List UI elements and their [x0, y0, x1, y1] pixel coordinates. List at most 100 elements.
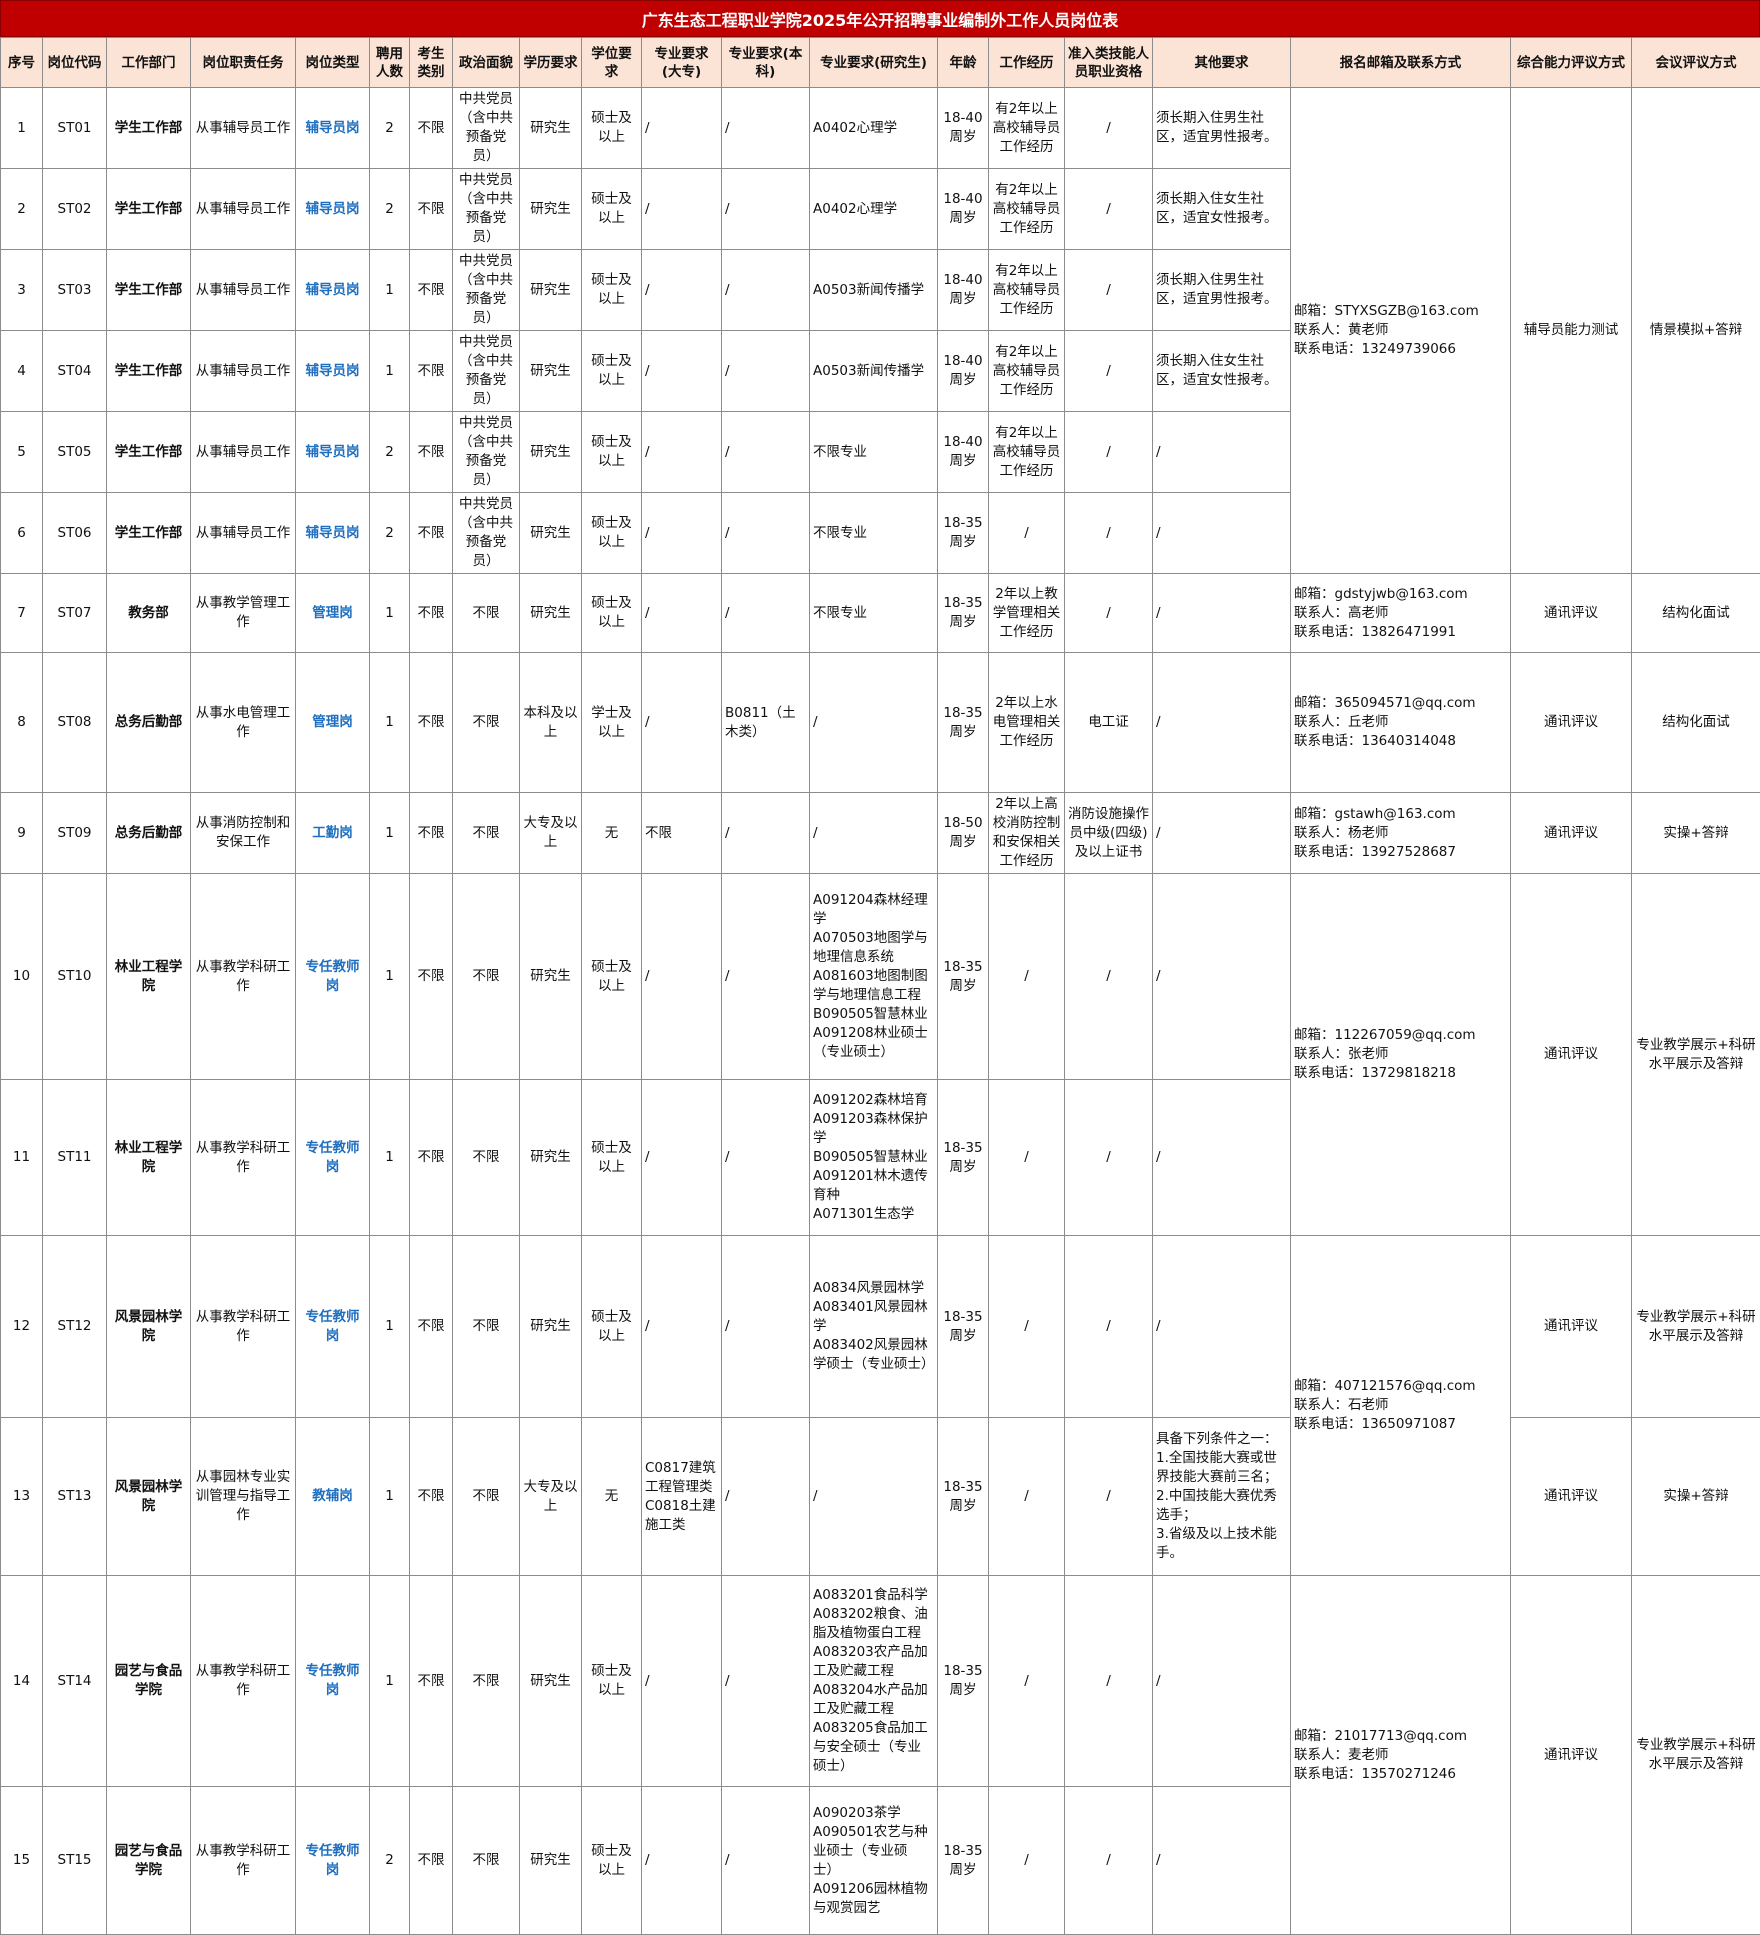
cell-seq: 15 — [1, 1787, 43, 1935]
header-category: 考生类别 — [410, 38, 453, 88]
cell-major-college: / — [642, 493, 722, 574]
cell-contact: 邮箱：gstawh@163.com 联系人：杨老师 联系电话：139275286… — [1291, 793, 1511, 874]
cell-seq: 8 — [1, 653, 43, 793]
cell-age: 18-40周岁 — [938, 331, 989, 412]
cell-dept: 园艺与食品学院 — [107, 1787, 191, 1935]
cell-major-college: / — [642, 331, 722, 412]
cell-assess: 通讯评议 — [1511, 1576, 1632, 1935]
cell-experience: 2年以上水电管理相关工作经历 — [989, 653, 1065, 793]
cell-political: 中共党员（含中共预备党员） — [453, 412, 520, 493]
cell-major-bachelor: / — [722, 1236, 810, 1418]
cell-category: 不限 — [410, 1236, 453, 1418]
cell-age: 18-40周岁 — [938, 88, 989, 169]
cell-education: 大专及以上 — [520, 793, 582, 874]
cell-major-grad: A090203茶学 A090501农艺与种业硕士（专业硕士） A091206园林… — [810, 1787, 938, 1935]
cell-degree: 硕士及以上 — [582, 874, 642, 1080]
cell-other: / — [1153, 1236, 1291, 1418]
cell-age: 18-40周岁 — [938, 250, 989, 331]
cell-seq: 12 — [1, 1236, 43, 1418]
cell-dept: 学生工作部 — [107, 493, 191, 574]
cell-degree: 硕士及以上 — [582, 574, 642, 653]
cell-seq: 9 — [1, 793, 43, 874]
cell-type: 专任教师岗 — [296, 1787, 370, 1935]
cell-education: 研究生 — [520, 1080, 582, 1236]
cell-other: / — [1153, 874, 1291, 1080]
cell-code: ST11 — [43, 1080, 107, 1236]
header-education: 学历要求 — [520, 38, 582, 88]
cell-degree: 硕士及以上 — [582, 412, 642, 493]
cell-contact: 邮箱：gdstyjwb@163.com 联系人：高老师 联系电话：1382647… — [1291, 574, 1511, 653]
cell-age: 18-35周岁 — [938, 874, 989, 1080]
cell-code: ST06 — [43, 493, 107, 574]
cell-political: 不限 — [453, 574, 520, 653]
cell-major-college: / — [642, 1576, 722, 1787]
cell-major-grad: A0503新闻传播学 — [810, 250, 938, 331]
header-code: 岗位代码 — [43, 38, 107, 88]
header-type: 岗位类型 — [296, 38, 370, 88]
cell-duty: 从事教学科研工作 — [191, 1080, 296, 1236]
cell-dept: 园艺与食品学院 — [107, 1576, 191, 1787]
cell-other: 具备下列条件之一： 1.全国技能大赛或世界技能大赛前三名； 2.中国技能大赛优秀… — [1153, 1418, 1291, 1576]
cell-count: 2 — [370, 1787, 410, 1935]
cell-major-college: / — [642, 1787, 722, 1935]
cell-degree: 硕士及以上 — [582, 1787, 642, 1935]
cell-count: 1 — [370, 574, 410, 653]
cell-experience: 有2年以上高校辅导员工作经历 — [989, 331, 1065, 412]
cell-other: / — [1153, 1787, 1291, 1935]
cell-meeting: 结构化面试 — [1632, 574, 1760, 653]
cell-type: 辅导员岗 — [296, 250, 370, 331]
cell-type: 专任教师岗 — [296, 1236, 370, 1418]
cell-category: 不限 — [410, 1418, 453, 1576]
cell-degree: 硕士及以上 — [582, 331, 642, 412]
cell-count: 2 — [370, 88, 410, 169]
cell-education: 本科及以上 — [520, 653, 582, 793]
cell-code: ST03 — [43, 250, 107, 331]
cell-count: 2 — [370, 169, 410, 250]
cell-dept: 林业工程学院 — [107, 1080, 191, 1236]
cell-major-grad: A091204森林经理学 A070503地图学与地理信息系统 A081603地图… — [810, 874, 938, 1080]
cell-count: 1 — [370, 331, 410, 412]
cell-qualification: / — [1065, 1576, 1153, 1787]
cell-major-grad: A091202森林培育 A091203森林保护学 B090505智慧林业 A09… — [810, 1080, 938, 1236]
cell-code: ST08 — [43, 653, 107, 793]
cell-duty: 从事辅导员工作 — [191, 331, 296, 412]
positions-table: 序号 岗位代码 工作部门 岗位职责任务 岗位类型 聘用人数 考生类别 政治面貌 … — [0, 37, 1760, 1935]
cell-experience: / — [989, 1236, 1065, 1418]
cell-dept: 风景园林学院 — [107, 1418, 191, 1576]
cell-experience: 有2年以上高校辅导员工作经历 — [989, 169, 1065, 250]
cell-major-grad: 不限专业 — [810, 412, 938, 493]
cell-education: 研究生 — [520, 493, 582, 574]
cell-type: 管理岗 — [296, 653, 370, 793]
cell-code: ST05 — [43, 412, 107, 493]
cell-count: 1 — [370, 1576, 410, 1787]
cell-major-college: / — [642, 250, 722, 331]
cell-category: 不限 — [410, 88, 453, 169]
cell-political: 中共党员（含中共预备党员） — [453, 169, 520, 250]
cell-age: 18-40周岁 — [938, 169, 989, 250]
cell-major-grad: A0402心理学 — [810, 88, 938, 169]
cell-type: 辅导员岗 — [296, 331, 370, 412]
cell-major-bachelor: / — [722, 412, 810, 493]
cell-duty: 从事辅导员工作 — [191, 493, 296, 574]
cell-seq: 6 — [1, 493, 43, 574]
cell-duty: 从事水电管理工作 — [191, 653, 296, 793]
cell-category: 不限 — [410, 1576, 453, 1787]
cell-category: 不限 — [410, 1080, 453, 1236]
cell-duty: 从事辅导员工作 — [191, 169, 296, 250]
cell-assess: 辅导员能力测试 — [1511, 88, 1632, 574]
cell-education: 研究生 — [520, 250, 582, 331]
cell-education: 研究生 — [520, 574, 582, 653]
cell-count: 1 — [370, 874, 410, 1080]
cell-political: 不限 — [453, 1576, 520, 1787]
cell-code: ST04 — [43, 331, 107, 412]
cell-category: 不限 — [410, 169, 453, 250]
cell-qualification: / — [1065, 1236, 1153, 1418]
cell-major-bachelor: / — [722, 331, 810, 412]
cell-category: 不限 — [410, 574, 453, 653]
cell-type: 专任教师岗 — [296, 1080, 370, 1236]
cell-major-grad: / — [810, 653, 938, 793]
cell-category: 不限 — [410, 331, 453, 412]
cell-type: 辅导员岗 — [296, 88, 370, 169]
